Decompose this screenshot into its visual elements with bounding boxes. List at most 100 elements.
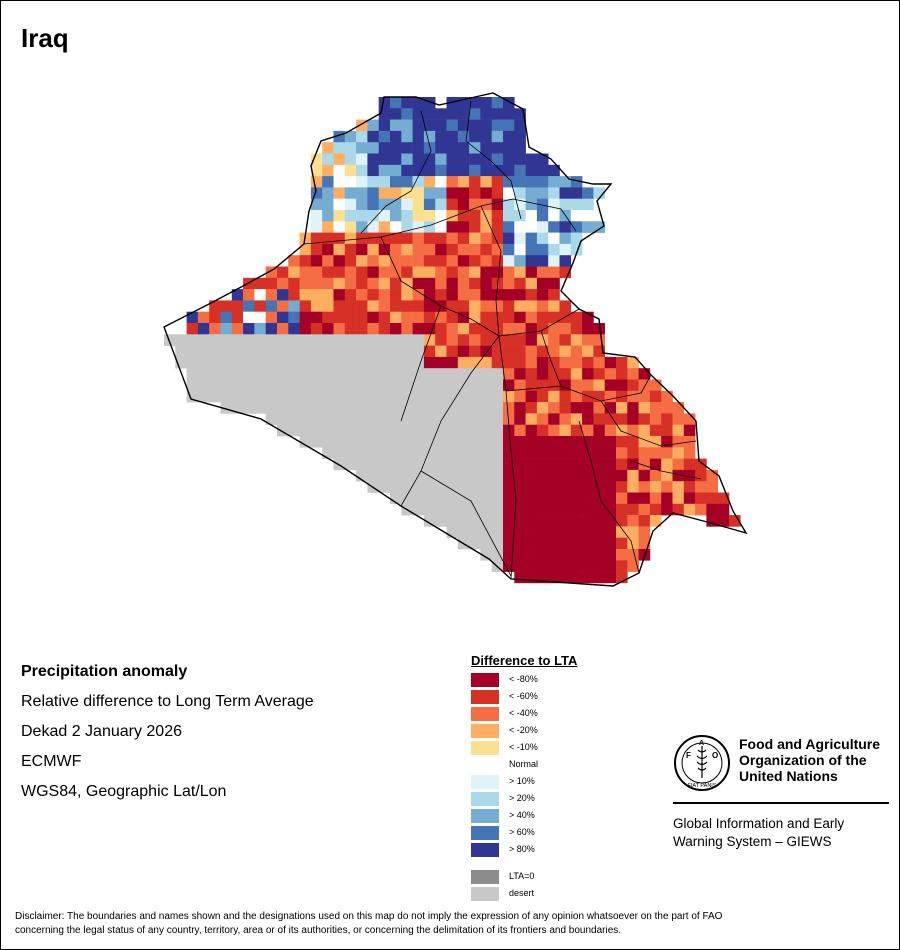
grid-cell — [288, 379, 300, 392]
grid-cell — [344, 176, 357, 188]
grid-cell — [333, 266, 346, 279]
grid-cell — [593, 368, 605, 380]
grid-cell — [457, 232, 470, 245]
grid-cell — [514, 187, 526, 199]
grid-cell — [525, 198, 538, 211]
grid-cell — [401, 492, 413, 505]
grid-cell — [401, 311, 413, 324]
grid-cell — [536, 503, 549, 516]
grid-cell — [491, 379, 504, 392]
grid-cell — [310, 153, 323, 166]
grid-cell — [220, 356, 233, 369]
grid-cell — [457, 390, 470, 403]
grid-cell — [638, 515, 651, 527]
grid-cell — [491, 424, 504, 437]
grid-cell — [299, 345, 312, 358]
grid-cell — [503, 515, 515, 527]
grid-cell — [423, 187, 436, 199]
grid-cell — [514, 323, 526, 335]
grid-cell — [356, 356, 368, 369]
grid-cell — [480, 176, 492, 188]
grid-cell — [548, 198, 560, 211]
grid-cell — [356, 153, 368, 166]
grid-cell — [457, 243, 470, 256]
grid-cell — [344, 130, 357, 143]
grid-cell — [310, 368, 323, 380]
grid-cell — [514, 345, 526, 358]
grid-cell — [344, 243, 357, 256]
grid-cell — [582, 436, 594, 448]
grid-cell — [695, 469, 707, 482]
grid-cell — [231, 300, 244, 312]
grid-cell — [356, 176, 368, 188]
grid-cell — [220, 345, 233, 358]
grid-cell — [604, 368, 617, 380]
grid-cell — [288, 390, 300, 403]
grid-cell — [469, 537, 481, 550]
grid-cell — [514, 549, 526, 561]
grid-cell — [390, 469, 402, 482]
grid-cell — [288, 402, 300, 414]
grid-cell — [548, 549, 560, 561]
grid-cell — [525, 255, 538, 267]
grid-cell — [435, 311, 447, 324]
grid-cell — [401, 266, 413, 279]
grid-cell — [457, 119, 470, 132]
grid-cell — [378, 356, 391, 369]
grid-cell — [390, 119, 402, 132]
grid-cell — [582, 571, 594, 584]
grid-cell — [491, 458, 504, 471]
grid-cell — [570, 379, 583, 392]
grid-cell — [423, 266, 436, 279]
grid-cell — [570, 424, 583, 437]
grid-cell — [469, 492, 481, 505]
grid-cell — [570, 221, 583, 233]
grid-cell — [548, 334, 560, 346]
disclaimer: Disclaimer: The boundaries and names sho… — [15, 910, 887, 938]
grid-cell — [514, 526, 526, 538]
grid-cell — [197, 379, 210, 392]
grid-cell — [649, 402, 662, 414]
grid-cell — [457, 345, 470, 358]
grid-cell — [446, 142, 459, 154]
province-boundaries — [303, 100, 702, 580]
grid-cell — [695, 481, 707, 493]
grid-cell — [209, 356, 221, 369]
grid-cell — [491, 243, 504, 256]
grid-cell — [672, 413, 685, 425]
grid-cell — [446, 176, 459, 188]
grid-cell — [638, 424, 651, 437]
grid-cell — [310, 402, 323, 414]
grid-cell — [469, 390, 481, 403]
grid-cell — [536, 447, 549, 459]
grid-cell — [593, 345, 605, 358]
grid-cell — [503, 413, 515, 425]
grid-cell — [593, 549, 605, 561]
grid-cell — [446, 368, 459, 380]
grid-cell — [390, 356, 402, 369]
grid-cell — [299, 368, 312, 380]
grid-cell — [457, 266, 470, 279]
grid-cell — [570, 402, 583, 414]
grid-cell — [356, 300, 368, 312]
grid-cell — [423, 198, 436, 211]
grid-cell — [446, 469, 459, 482]
grid-cell — [593, 390, 605, 403]
grid-cell — [627, 458, 639, 471]
grid-cell — [491, 198, 504, 211]
grid-cell — [333, 243, 346, 256]
legend-label: < -60% — [509, 691, 538, 701]
grid-cell — [593, 424, 605, 437]
grid-cell — [390, 176, 402, 188]
grid-cell — [164, 323, 176, 335]
grid-cell — [322, 266, 334, 279]
grid-cell — [559, 515, 572, 527]
grid-cell — [412, 447, 425, 459]
grid-cell — [265, 413, 278, 425]
grid-cell — [254, 379, 266, 392]
grid-cell — [570, 526, 583, 538]
grid-cell — [390, 108, 402, 120]
grid-cell — [672, 424, 685, 437]
info-projection: WGS84, Geographic Lat/Lon — [21, 783, 227, 800]
grid-cell — [559, 526, 572, 538]
